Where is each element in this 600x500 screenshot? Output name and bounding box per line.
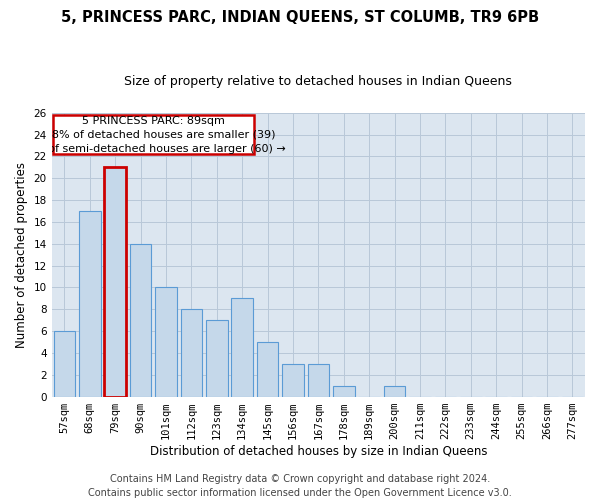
Bar — [257, 342, 278, 396]
Text: 5 PRINCESS PARC: 89sqm
← 38% of detached houses are smaller (39)
59% of semi-det: 5 PRINCESS PARC: 89sqm ← 38% of detached… — [20, 116, 286, 154]
Bar — [155, 288, 177, 397]
Text: Contains HM Land Registry data © Crown copyright and database right 2024.
Contai: Contains HM Land Registry data © Crown c… — [88, 474, 512, 498]
Bar — [384, 386, 406, 396]
Bar — [308, 364, 329, 396]
Bar — [333, 386, 355, 396]
Bar — [53, 331, 75, 396]
Title: Size of property relative to detached houses in Indian Queens: Size of property relative to detached ho… — [124, 75, 512, 88]
Y-axis label: Number of detached properties: Number of detached properties — [15, 162, 28, 348]
Bar — [232, 298, 253, 396]
Bar — [282, 364, 304, 396]
X-axis label: Distribution of detached houses by size in Indian Queens: Distribution of detached houses by size … — [149, 444, 487, 458]
Bar — [104, 168, 126, 396]
Bar — [130, 244, 151, 396]
Text: 5, PRINCESS PARC, INDIAN QUEENS, ST COLUMB, TR9 6PB: 5, PRINCESS PARC, INDIAN QUEENS, ST COLU… — [61, 10, 539, 25]
Bar — [79, 211, 101, 396]
Bar — [206, 320, 227, 396]
FancyBboxPatch shape — [53, 115, 254, 154]
Bar — [181, 310, 202, 396]
